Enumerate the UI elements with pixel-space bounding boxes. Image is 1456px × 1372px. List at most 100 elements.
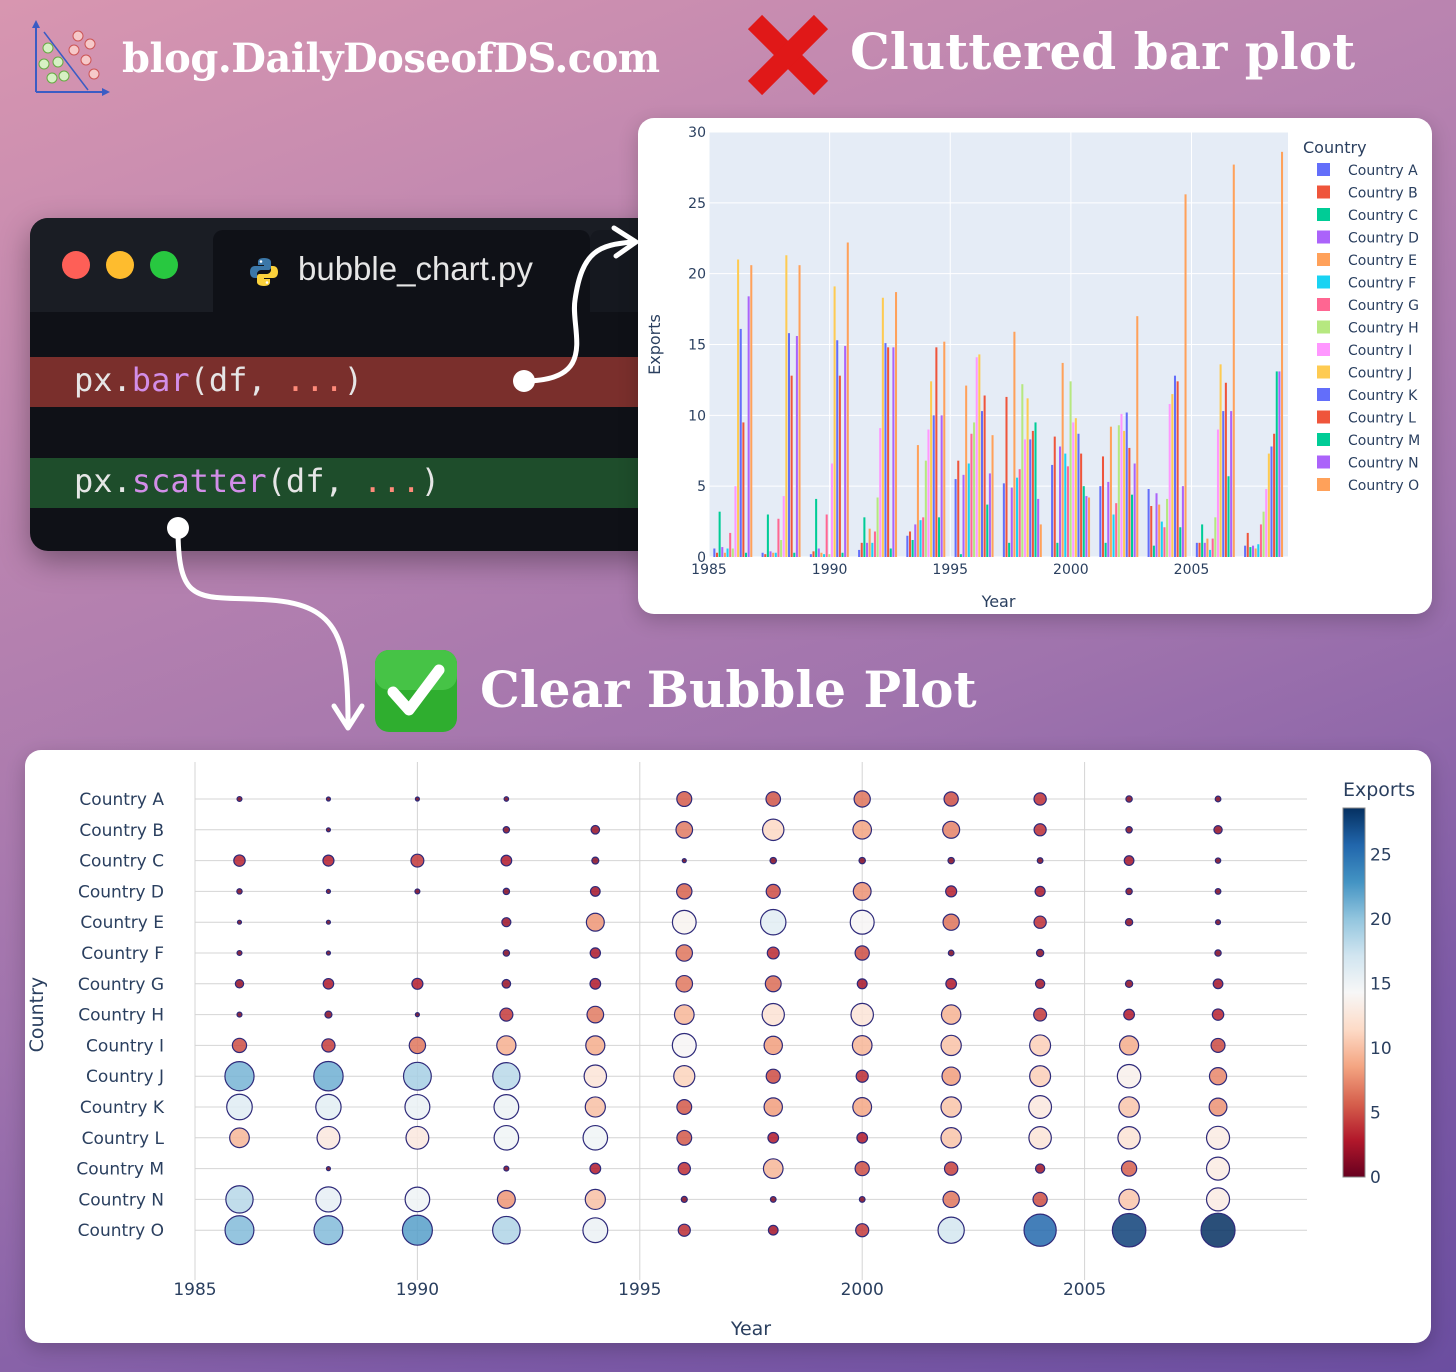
bar: [1249, 547, 1252, 557]
bubble: [1111, 1212, 1147, 1248]
bar: [1099, 486, 1102, 557]
code-line-bar[interactable]: px.bar(df, ...): [30, 357, 670, 407]
bar: [1278, 371, 1281, 557]
bar: [1244, 545, 1247, 557]
bubble: [1205, 1187, 1231, 1212]
bar: [1066, 466, 1069, 557]
legend-title: Country: [1303, 138, 1367, 157]
bar: [1219, 364, 1222, 557]
bubble: [316, 1125, 341, 1150]
bubble: [1117, 1126, 1141, 1150]
bubble: [850, 1002, 874, 1027]
bar: [838, 375, 841, 557]
bar: [1158, 504, 1161, 557]
bubble: [236, 1011, 243, 1018]
legend-label: Country G: [1348, 298, 1419, 314]
bubble: [315, 1186, 342, 1213]
bubble: [766, 946, 780, 960]
scatter-logo-icon: [32, 20, 110, 96]
x-axis-title: Year: [981, 592, 1016, 611]
bar: [959, 554, 962, 557]
bar: [911, 540, 914, 557]
bubble: [224, 1215, 255, 1246]
y-tick-label: Country N: [78, 1190, 164, 1210]
bar: [863, 517, 866, 557]
x-tick-label: 1985: [691, 562, 727, 578]
bubble: [410, 853, 425, 868]
bubble-chart-card: 1985 1990 1995 2000 2005 Country A Country B Co…: [25, 750, 1431, 1343]
minimize-window-button[interactable]: [106, 251, 134, 279]
bar: [1115, 503, 1118, 557]
legend-swatch: [1317, 298, 1330, 311]
bubble: [937, 1216, 965, 1244]
colorbar-tick-label: 25: [1370, 845, 1392, 865]
bar: [887, 347, 890, 557]
bubble: [402, 1061, 432, 1091]
bar: [927, 429, 930, 557]
bar: [1085, 496, 1088, 557]
bubble: [1123, 1008, 1135, 1021]
bar: [1259, 524, 1262, 557]
bubble: [225, 1185, 254, 1214]
bar: [764, 554, 767, 557]
legend-swatch: [1317, 320, 1330, 334]
bubble: [585, 912, 605, 932]
bar: [798, 265, 801, 557]
legend-label: Country J: [1348, 366, 1412, 382]
y-tick-label: Country O: [78, 1221, 164, 1241]
bar: [983, 395, 986, 557]
legend-label: Country D: [1348, 231, 1419, 247]
bar: [1029, 439, 1032, 557]
bubble: [236, 949, 243, 957]
bar: [1270, 446, 1273, 557]
bubble: [1208, 1067, 1228, 1086]
bar: [833, 286, 836, 557]
bar: [1013, 331, 1016, 557]
bubble: [1214, 949, 1222, 957]
bubble: [1033, 823, 1047, 837]
bubble: [765, 791, 782, 807]
bar: [844, 345, 847, 557]
bubble: [852, 881, 872, 901]
bubble: [761, 1002, 785, 1027]
maximize-window-button[interactable]: [150, 251, 178, 279]
bar: [965, 385, 968, 557]
x-tick-label: 1995: [932, 562, 968, 578]
x-tick-label: 2000: [841, 1280, 884, 1300]
bar: [841, 552, 844, 557]
close-window-button[interactable]: [62, 251, 90, 279]
y-tick-label: 5: [697, 479, 706, 495]
bar: [817, 548, 820, 557]
bubble: [764, 975, 782, 993]
bar: [1222, 411, 1225, 557]
code-args: (df,: [189, 361, 286, 399]
code-line-scatter[interactable]: px.scatter(df, ...): [30, 458, 670, 508]
bubble: [856, 978, 868, 990]
bubble: [767, 1224, 779, 1236]
legend-label: Country E: [1348, 253, 1417, 269]
bubble: [325, 950, 332, 956]
bubble: [1125, 795, 1133, 803]
legend-label: Country K: [1348, 388, 1418, 404]
bar: [924, 460, 927, 557]
x-tick-label: 2005: [1174, 562, 1210, 578]
legend-swatch: [1317, 275, 1330, 289]
bubble: [1123, 855, 1135, 867]
bar: [718, 511, 721, 557]
bar: [1109, 426, 1112, 557]
file-tab-label: bubble_chart.py: [298, 250, 533, 287]
bar: [1018, 469, 1021, 557]
bar: [1265, 489, 1268, 557]
bubble: [589, 1162, 602, 1175]
bar: [812, 551, 815, 557]
bar: [731, 548, 734, 557]
bar: [916, 445, 919, 557]
bubble: [940, 1127, 962, 1149]
bubble: [1033, 915, 1047, 929]
bubble: [1118, 1096, 1140, 1118]
bar: [1230, 411, 1233, 557]
bubble: [854, 1160, 870, 1177]
bar: [930, 381, 933, 557]
bubble: [1034, 978, 1046, 990]
bar: [1133, 463, 1136, 557]
